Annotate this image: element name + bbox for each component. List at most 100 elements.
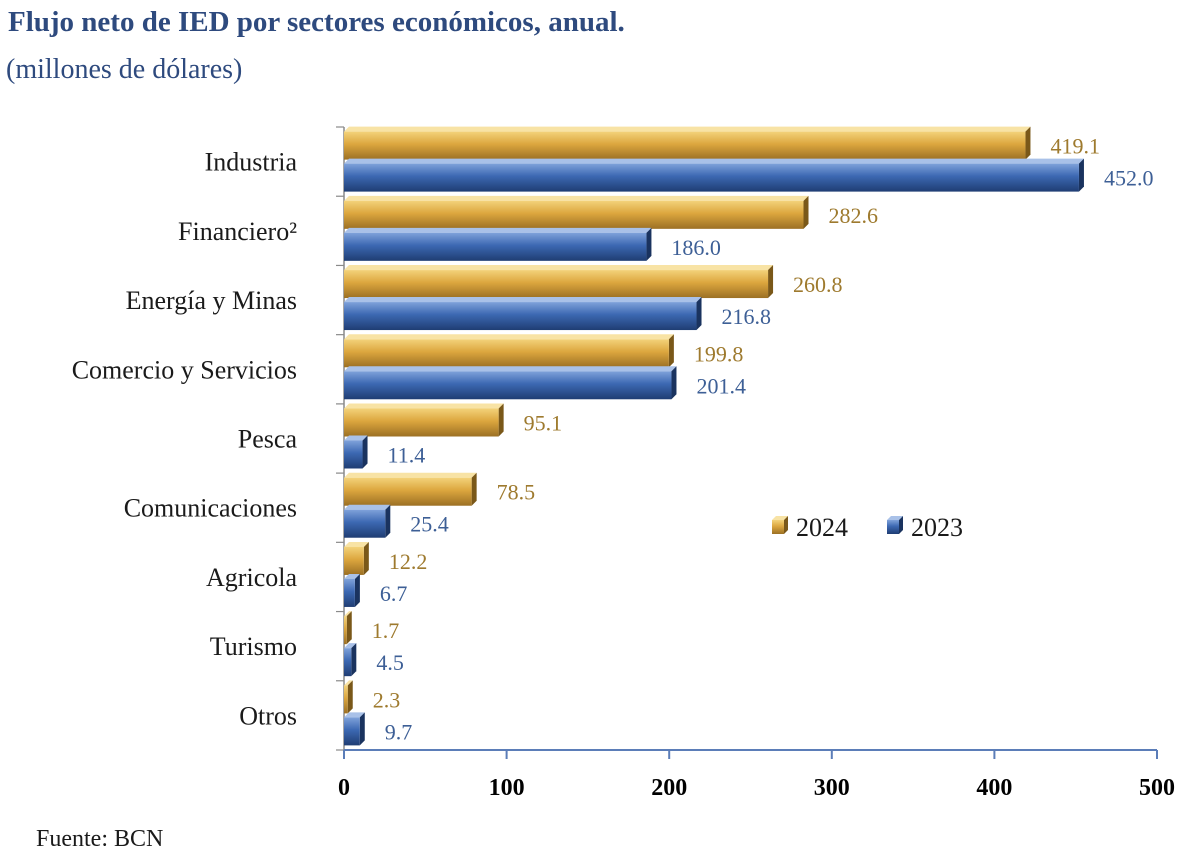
data-label-2024: 95.1 [524,411,563,436]
bar-2023 [344,366,677,400]
bar-front-face [344,440,363,469]
bar-2024 [344,541,369,575]
bar-side-face [1025,126,1031,160]
bar-front-face [344,578,355,607]
bar-2024 [344,195,809,229]
chart-labels: 419.1 282.6 260.8 199.8 95.1 78.5 12.2 1.7 2.3 45… [372,134,1154,745]
bar-front-face [344,371,672,400]
category-label: Financiero² [178,217,297,246]
bar-side-face [803,195,809,229]
bar-side-face [671,366,677,400]
bar-side-face [471,472,477,506]
bar-2023 [344,297,702,331]
bar-side-face [696,297,702,331]
legend-label: 2023 [911,513,963,542]
bar-top-face [344,573,360,579]
category-label: Industria [205,148,298,177]
legend-label: 2024 [796,513,848,542]
bar-top-face [344,334,674,340]
bar-top-face [344,504,391,510]
bar-2024 [344,472,477,506]
data-label-2023: 216.8 [722,304,772,329]
bar-side-face [346,611,352,645]
bar-2023 [344,227,652,261]
bar-top-face [344,435,368,441]
legend-swatch-top [772,516,788,520]
data-label-2024: 2.3 [373,687,401,712]
bar-front-face [344,477,472,506]
chart-subtitle: (millones de dólares) [6,54,243,85]
data-label-2023: 9.7 [385,719,413,744]
bar-front-face [344,339,669,368]
chart-title: Flujo neto de IED por sectores económico… [8,6,625,38]
bar-top-face [344,227,652,233]
bar-side-face [668,334,674,368]
bar-2023 [344,504,391,538]
bar-2024 [344,611,352,645]
bar-side-face [768,265,774,299]
chart-legend: 2024 2023 [772,513,963,542]
bar-front-face [344,131,1026,160]
bar-top-face [344,680,353,686]
bar-front-face [344,163,1079,192]
bar-front-face [344,685,348,714]
data-label-2024: 260.8 [793,272,843,297]
bar-top-face [344,643,357,649]
bar-side-face [359,712,365,746]
data-label-2023: 25.4 [410,512,449,537]
bar-side-face [362,435,368,469]
bar-2024 [344,680,353,714]
x-tick-label: 400 [976,775,1012,801]
data-label-2024: 282.6 [829,203,879,228]
bar-top-face [344,366,677,372]
bar-side-face [354,573,360,607]
data-label-2023: 6.7 [380,581,408,606]
x-tick-label: 200 [651,775,687,801]
bar-top-face [344,712,365,718]
data-label-2024: 419.1 [1050,134,1100,159]
bar-top-face [344,541,369,547]
bar-2023 [344,158,1084,192]
legend-item-2024: 2024 [772,513,848,542]
bar-front-face [344,232,647,261]
category-label: Comunicaciones [124,494,297,523]
x-tick-label: 0 [338,775,350,801]
bar-2024 [344,126,1031,160]
category-label: Agricola [206,563,297,592]
x-tick-label: 100 [489,775,525,801]
bar-side-face [385,504,391,538]
category-label: Otros [239,701,297,730]
legend-swatch [887,520,899,534]
bar-front-face [344,200,804,229]
bar-front-face [344,270,769,299]
bar-top-face [344,195,809,201]
bar-top-face [344,126,1031,132]
bar-side-face [1078,158,1084,192]
bar-2023 [344,573,360,607]
data-label-2023: 452.0 [1104,166,1154,191]
legend-item-2023: 2023 [887,513,963,542]
category-label: Turismo [210,632,297,661]
bar-top-face [344,472,477,478]
category-label: Pesca [238,425,298,454]
bar-2024 [344,265,774,299]
bar-side-face [646,227,652,261]
bar-2023 [344,712,365,746]
data-label-2024: 78.5 [497,480,536,505]
bar-side-face [363,541,369,575]
bar-2024 [344,403,504,437]
bar-front-face [344,408,499,437]
data-label-2024: 12.2 [389,549,428,574]
bar-2023 [344,643,357,677]
bar-top-face [344,403,504,409]
x-tick-label: 300 [814,775,850,801]
data-label-2023: 4.5 [376,650,404,675]
chart-axes: 0 100 200 300 400 500 Industria Financiero² Ener… [72,126,1175,801]
bar-front-face [344,509,386,538]
bar-side-face [351,643,357,677]
bar-front-face [344,648,352,677]
bar-side-face [498,403,504,437]
bar-front-face [344,717,360,746]
bar-side-face [347,680,353,714]
